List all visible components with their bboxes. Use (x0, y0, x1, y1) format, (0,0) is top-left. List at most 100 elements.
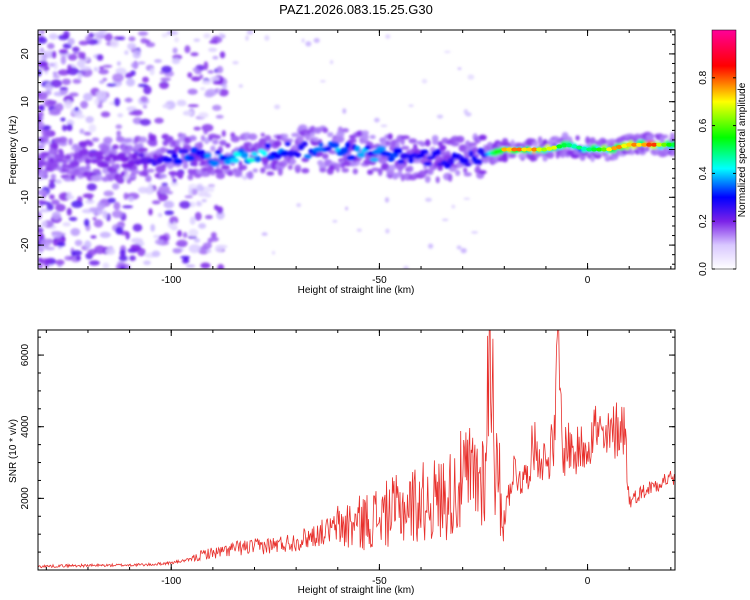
heatmap-cell-272 (84, 218, 90, 227)
heatmap-cell-1229 (575, 135, 580, 141)
heatmap-cell-992 (378, 168, 383, 177)
heatmap-cell-1449 (369, 157, 379, 162)
heatmap-cell-708 (138, 147, 148, 152)
heatmap-cell-1478 (468, 150, 474, 157)
heatmap-cell-1553 (566, 143, 573, 148)
heatmap-cell-496 (107, 197, 116, 204)
heatmap-cell-1407 (229, 157, 240, 164)
heatmap-cell-1079 (448, 166, 457, 172)
heatmap-cell-1542 (511, 147, 518, 152)
heatmap-cell-1355 (58, 150, 64, 157)
heatmap-cell-548 (471, 231, 478, 234)
heatmap-cell-25 (100, 111, 111, 118)
heatmap-cell-417 (46, 203, 54, 211)
heatmap-cell-657 (96, 155, 105, 161)
heatmap-cell-1356 (61, 163, 68, 169)
heatmap-cell-563 (332, 220, 338, 223)
heatmap-cell-752 (177, 171, 184, 180)
heatmap-cell-1389 (171, 153, 178, 159)
y-tick-label-0: -20 (20, 237, 31, 252)
heatmap-cell-1063 (437, 165, 444, 171)
heatmap-cell-533 (242, 176, 248, 180)
heatmap-cell-1569 (646, 142, 653, 147)
heatmap-cell-558 (385, 34, 391, 39)
heatmap-cell-1333 (661, 134, 669, 139)
heatmap-cell-1387 (162, 157, 173, 164)
heatmap-cell-572 (217, 88, 221, 94)
heatmap-cell-145 (115, 124, 123, 129)
heatmap-cell-494 (154, 239, 164, 245)
heatmap-cell-707 (138, 136, 147, 143)
heatmap-cell-1555 (576, 145, 583, 150)
heatmap-cell-439 (182, 110, 193, 116)
heatmap-cell-1008 (388, 164, 397, 170)
heatmap-cell-363 (169, 216, 179, 225)
heatmap-cell-527 (320, 80, 326, 83)
heatmap-cell-960 (348, 138, 357, 143)
heatmap-cell-331 (209, 185, 215, 193)
heatmap-cell-626 (72, 143, 79, 149)
heatmap-cell-60 (212, 104, 222, 111)
heatmap-cell-360 (122, 205, 133, 209)
y-tick-label-2: 6000 (20, 344, 31, 367)
heatmap-cell-367 (51, 231, 63, 239)
heatmap-cell-514 (50, 79, 62, 88)
heatmap-cell-1453 (383, 151, 393, 158)
heatmap-cell-1307 (640, 144, 645, 153)
heatmap-cell-837 (247, 170, 253, 179)
heatmap-cell-1345 (670, 150, 675, 155)
spectrogram-y-label: Frequency (Hz) (8, 116, 19, 185)
heatmap-cell-224 (198, 246, 210, 255)
heatmap-cell-673 (112, 144, 119, 150)
heatmap-cell-218 (83, 92, 93, 102)
heatmap-cell-649 (91, 137, 100, 142)
heatmap-cell-865 (271, 159, 279, 164)
heatmap-cell-741 (167, 162, 174, 170)
heatmap-cell-199 (68, 216, 78, 222)
heatmap-cell-902 (301, 168, 310, 174)
heatmap-cell-136 (205, 214, 213, 220)
heatmap-cell-961 (352, 168, 358, 175)
heatmap-cell-750 (175, 139, 181, 147)
heatmap-cell-464 (56, 241, 66, 247)
heatmap-cell-683 (120, 171, 126, 177)
heatmap-cell-427 (59, 87, 69, 91)
y-tick-label-2: 0 (20, 146, 31, 152)
heatmap-cell-1362 (80, 148, 89, 156)
heatmap-cell-348 (54, 103, 64, 112)
heatmap-cell-426 (117, 113, 124, 118)
heatmap-cell-616 (63, 177, 73, 182)
heatmap-cell-129 (176, 239, 188, 248)
heatmap-cell-54 (124, 50, 129, 55)
heatmap-cell-1085 (455, 169, 461, 176)
heatmap-cell-663 (100, 144, 110, 153)
heatmap-cell-1049 (424, 175, 431, 183)
heatmap-cell-293 (191, 76, 201, 82)
heatmap-cell-126 (151, 250, 161, 258)
heatmap-cell-985 (371, 167, 380, 172)
heatmap-cell-1019 (400, 138, 405, 146)
snr-x-label: Height of straight line (km) (298, 585, 415, 596)
heatmap-cell-859 (266, 171, 275, 176)
heatmap-cell-1441 (345, 141, 351, 149)
heatmap-cell-1394 (187, 155, 195, 162)
heatmap-cell-46 (61, 78, 71, 86)
heatmap-cell-792 (210, 170, 216, 176)
heatmap-cell-485 (93, 32, 106, 37)
heatmap-cell-998 (381, 163, 390, 171)
heatmap-cell-448 (75, 255, 81, 261)
heatmap-cell-538 (200, 87, 206, 91)
heatmap-cell-266 (79, 128, 85, 134)
heatmap-cell-776 (197, 141, 203, 150)
heatmap-cell-1178 (532, 141, 539, 147)
heatmap-cell-714 (145, 177, 151, 182)
heatmap-cell-479 (137, 247, 146, 257)
heatmap-cell-774 (194, 173, 202, 179)
heatmap-cell-1570 (651, 142, 658, 147)
heatmap-cell-81 (161, 182, 168, 187)
heatmap-cell-783 (200, 171, 211, 177)
heatmap-cell-546 (345, 206, 349, 211)
heatmap-cell-50 (163, 200, 175, 209)
heatmap-cell-1116 (478, 134, 487, 141)
heatmap-cell-924 (319, 167, 327, 173)
